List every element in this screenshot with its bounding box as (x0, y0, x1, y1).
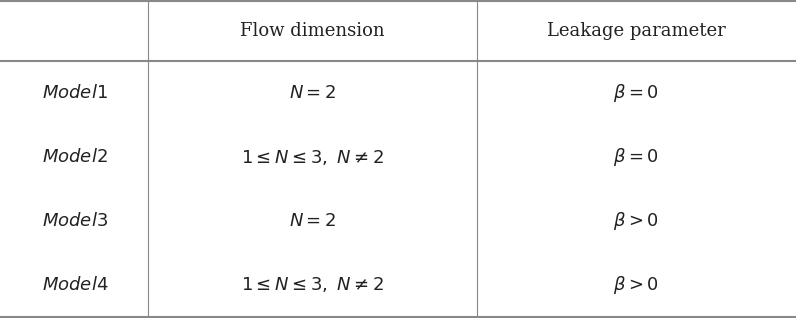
Text: $\mathit{Model4}$: $\mathit{Model4}$ (41, 276, 108, 294)
Text: $\beta = 0$: $\beta = 0$ (613, 146, 659, 168)
Text: $1 \leq N \leq 3,\ N \neq 2$: $1 \leq N \leq 3,\ N \neq 2$ (241, 275, 384, 294)
Text: Flow dimension: Flow dimension (240, 22, 385, 40)
Text: $N = 2$: $N = 2$ (289, 212, 337, 230)
Text: $\beta = 0$: $\beta = 0$ (613, 82, 659, 104)
Text: $\mathit{Model1}$: $\mathit{Model1}$ (42, 84, 107, 102)
Text: $\beta > 0$: $\beta > 0$ (613, 274, 659, 296)
Text: Leakage parameter: Leakage parameter (547, 22, 725, 40)
Text: $1 \leq N \leq 3,\ N \neq 2$: $1 \leq N \leq 3,\ N \neq 2$ (241, 148, 384, 167)
Text: $\mathit{Model3}$: $\mathit{Model3}$ (41, 212, 107, 230)
Text: $N = 2$: $N = 2$ (289, 84, 337, 102)
Text: $\beta > 0$: $\beta > 0$ (613, 210, 659, 232)
Text: $\mathit{Model2}$: $\mathit{Model2}$ (42, 148, 107, 166)
